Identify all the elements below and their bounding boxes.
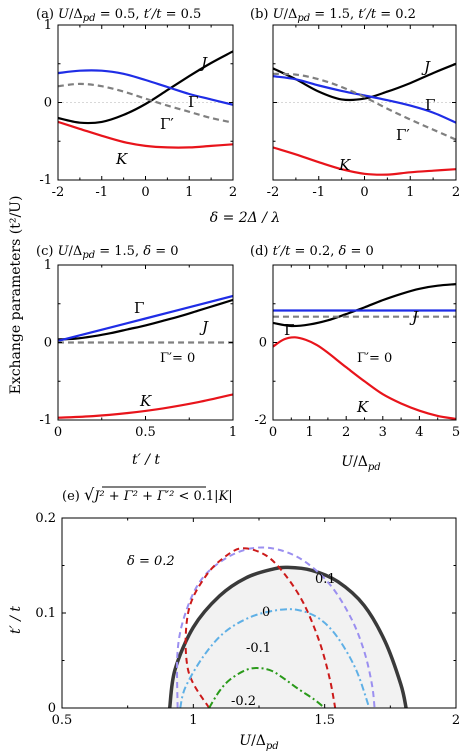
panel-a-series-0 [58,50,233,125]
panel-d-label-J: J [409,308,419,326]
panel-c-plot: 0 0.5 110-1 [39,258,237,440]
panel-a-ytick-label: 0 [44,96,52,111]
panel-e-label-m01: -0.1 [246,641,271,656]
panel-b-xtick-label: 1 [406,185,414,200]
panel-e-xtick-label: 1.5 [314,713,335,728]
panel-a-xtick-label: -1 [95,185,108,200]
panel-a-plot: -2 -1 0 1 210-1 [39,18,237,200]
panel-c-label-J: J [199,318,209,336]
panel-e-xtick-label: 1 [189,713,197,728]
panel-d-ytick-label: -2 [254,413,267,428]
panel-b-xtick-label: -2 [267,185,280,200]
panel-a-label-GammaPrime: Γ′ [160,115,174,133]
panel-e-label-0: 0 [262,605,270,620]
panel-b-plot: -2 -1 0 1 2 [267,24,460,200]
panel-a-label-J: J [198,54,208,72]
panel-e-xtick-label: 2 [452,713,460,728]
panel-d-ytick-label: 0 [259,336,267,351]
panel-e-xtick-label: 0.5 [52,713,73,728]
panel-d-label-K: K [356,398,369,416]
panel-c-zero-label: Γ′= 0 [160,351,195,366]
panel-c-ytick-label: -1 [39,413,52,428]
panel-e-plot: 0.5 1 1.5 2 0.2 0.1 0 [35,511,460,728]
panel-d-zero-label: Γ′= 0 [357,351,392,366]
panel-a-xtick-label: -2 [52,185,65,200]
panel-c-xtick-label: 0.5 [135,425,156,440]
panel-d-label-Gamma: Γ [284,321,294,339]
panel-c-series-0 [58,298,233,341]
panel-d-xtick-label: 5 [452,425,460,440]
panel-b-xtick-label: -1 [312,185,325,200]
panel-d-xtick-label: 2 [342,425,350,440]
panel-d-series-3 [273,336,456,420]
panel-b-label-GammaPrime: Γ′ [396,126,410,144]
top-row-xlabel: δ = 2Δ / λ [210,210,281,226]
panel-d-xtick-label: 4 [415,425,423,440]
panel-d-xlabel: U/Δpd [341,454,380,473]
panel-e-ytick-label: 0.1 [35,606,56,621]
panel-e-label-m02: -0.2 [231,694,256,709]
panel-b-label-J: J [421,58,431,76]
panel-a-xtick-label: 1 [185,185,193,200]
panel-a-series-2 [58,82,233,124]
panel-a-ytick-label: 1 [44,18,52,33]
panel-d-xtick-label: 1 [305,425,313,440]
panel-a-series-3 [58,120,233,149]
panel-b-series-0 [273,62,456,102]
panel-e-series-1 [176,546,376,708]
panel-e-ytick-label: 0 [48,701,56,716]
panel-e-series-2 [184,547,337,708]
panel-b-label-K: K [338,156,351,174]
panel-b-xtick-label: 2 [452,185,460,200]
panel-c-label-K: K [139,392,152,410]
panel-e-label-01: 0.1 [315,572,336,587]
panel-d-title: (d) t′/t = 0.2, δ = 0 [250,244,374,259]
panel-a-ytick-label: -1 [39,173,52,188]
panel-d-series-0 [273,283,456,328]
panel-a-label-K: K [115,150,128,168]
panel-c-title: (c) U/Δpd = 1.5, δ = 0 [36,244,179,261]
panel-d-frame [272,264,457,421]
panel-b-series-2 [273,72,456,141]
panel-a-series-1 [58,69,233,106]
panel-e-series-0 [167,565,408,708]
panel-b-xtick-label: 0 [360,185,368,200]
panel-e-series-4 [208,667,326,708]
panel-b-title: (b) U/Δpd = 1.5, t′/t = 0.2 [250,7,416,24]
panel-e-series-3 [179,608,371,708]
panel-c-label-Gamma: Γ [134,299,144,317]
panel-c-ytick-label: 0 [44,336,52,351]
panel-e-xlabel: U/Δpd [239,733,278,752]
panel-d: (d) t′/t = 0.2, δ = 0 0 1 2 3 4 50-2 Γ J Γ′= … [250,244,460,440]
panel-b-series-1 [273,75,456,124]
panel-b-label-Gamma: Γ [425,96,435,114]
panel-c-xtick-label: 0 [54,425,62,440]
panel-e-label-delta02: δ = 0.2 [127,554,175,569]
panel-b: (b) U/Δpd = 1.5, t′/t = 0.2 -2 -1 0 1 2 J Γ … [250,7,460,200]
panel-a-xtick-label: 0 [141,185,149,200]
panel-c-xlabel: t′ / t [132,452,160,468]
panel-c-series-1 [58,294,233,342]
panel-c-ytick-label: 1 [44,258,52,273]
panel-e-title: (e) √J² + Γ² + Γ′² < 0.1|K| [62,485,233,504]
panel-c-series-3 [58,393,233,419]
panel-a: (a) U/Δpd = 0.5, t′/t = 0.5 -2 -1 0 1 210-1 … [36,7,237,200]
panel-d-plot: 0 1 2 3 4 50-2 [254,264,460,440]
panel-d-xtick-label: 0 [269,425,277,440]
panel-d-xtick-label: 3 [379,425,387,440]
panel-e-ylabel: t′ / t [8,606,24,634]
panel-a-label-Gamma: Γ [188,93,198,111]
panel-c: (c) U/Δpd = 1.5, δ = 0 0 0.5 110-1 Γ J Γ′=… [36,244,237,440]
panel-b-series-3 [273,146,456,176]
panel-a-title: (a) U/Δpd = 0.5, t′/t = 0.5 [36,7,201,24]
panel-c-xtick-label: 1 [229,425,237,440]
panel-a-xtick-label: 2 [229,185,237,200]
shared-y-label: Exchange parameters (t²/U) [8,196,24,395]
panel-e-ytick-label: 0.2 [35,511,56,526]
panel-e: (e) √J² + Γ² + Γ′² < 0.1|K| 0.5 1 1.5 20.20… [8,485,460,752]
panel-e-region [169,567,407,708]
